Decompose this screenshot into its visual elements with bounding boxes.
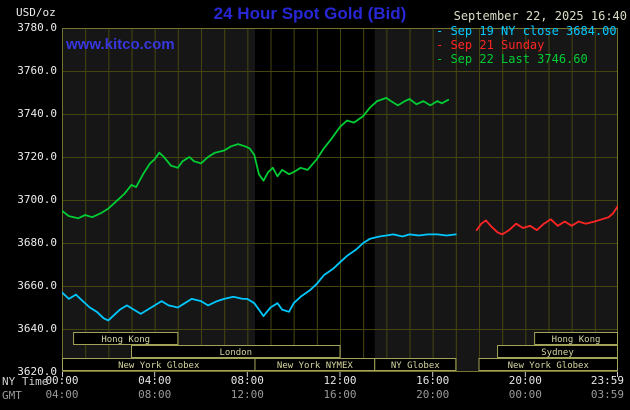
session-box (497, 345, 618, 358)
session-box (374, 358, 457, 371)
session-box (73, 332, 179, 345)
x-tick-gmt: 20:00 (416, 388, 450, 401)
session-label: Hong Kong (101, 335, 150, 345)
x-tick-ny-time: 12:00 (323, 374, 357, 387)
x-tick-gmt: 03:59 (590, 388, 624, 401)
x-tick-ny-time: 08:00 (230, 374, 264, 387)
y-axis-tick-label: 3760.0 (17, 64, 57, 77)
kitco-link[interactable]: www.kitco.com (66, 36, 175, 53)
series-line-sep19 (62, 233, 457, 322)
session-label: New York Globex (118, 361, 200, 371)
y-axis-tick-label: 3640.0 (17, 322, 57, 335)
x-tick-gmt: 04:00 (45, 388, 79, 401)
y-axis-tick-label: 3720.0 (17, 150, 57, 163)
legend-item: - Sep 21 Sunday (436, 38, 545, 52)
y-axis-tick-label: 3700.0 (17, 193, 57, 206)
plot-border (62, 28, 618, 372)
x-tick-ny-time: 04:00 (138, 374, 172, 387)
y-axis-tick-label: 3660.0 (17, 279, 57, 292)
session-box (534, 332, 618, 345)
session-label: Hong Kong (552, 335, 601, 345)
datetime-label: September 22, 2025 16:40 (453, 9, 627, 23)
x-tick-gmt: 12:00 (230, 388, 264, 401)
legend: - Sep 19 NY close 3684.00- Sep 21 Sunday… (436, 24, 617, 66)
legend-item: - Sep 22 Last 3746.60 (436, 52, 588, 66)
x-axis-ny-time-label: NY Time (2, 375, 49, 388)
y-axis-tick-label: 3680.0 (17, 236, 57, 249)
plot-area: Hong Kong Hong Kong London Sydney New York G… (62, 28, 618, 377)
y-axis-unit-label: USD/oz (16, 6, 56, 19)
session-label: Sydney (541, 348, 574, 358)
series-line-sep21 (475, 205, 618, 236)
x-tick-gmt: 00:00 (508, 388, 542, 401)
x-tick-ny-time: 00:00 (45, 374, 79, 387)
session-label: New York NYMEX (277, 361, 353, 371)
session-label: NY Globex (391, 361, 440, 371)
session-label: New York Globex (508, 361, 590, 371)
x-tick-gmt: 08:00 (138, 388, 172, 401)
x-tick-gmt: 16:00 (323, 388, 357, 401)
x-tick-ny-time: 16:00 (416, 374, 450, 387)
series-line-sep22 (62, 97, 450, 220)
chart-title: 24 Hour Spot Gold (Bid) (213, 4, 407, 23)
legend-item: - Sep 19 NY close 3684.00 (436, 24, 617, 38)
y-axis-tick-label: 3780.0 (17, 21, 57, 34)
session-label: London (219, 348, 252, 358)
session-box (131, 345, 341, 358)
y-axis-tick-label: 3620.0 (17, 365, 57, 378)
x-tick-ny-time: 23:59 (590, 374, 624, 387)
y-axis-tick-label: 3740.0 (17, 107, 57, 120)
session-box (478, 358, 618, 371)
x-axis-gmt-label: GMT (2, 389, 22, 402)
x-tick-ny-time: 20:00 (508, 374, 542, 387)
